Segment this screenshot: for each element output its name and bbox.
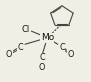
Text: O: O — [6, 50, 12, 59]
Text: O: O — [39, 63, 45, 72]
Text: Mo: Mo — [41, 33, 54, 42]
Text: Cl: Cl — [21, 25, 30, 34]
Text: O: O — [68, 50, 74, 59]
Text: C: C — [59, 43, 65, 52]
Text: C: C — [17, 43, 23, 52]
Text: C: C — [39, 53, 45, 62]
